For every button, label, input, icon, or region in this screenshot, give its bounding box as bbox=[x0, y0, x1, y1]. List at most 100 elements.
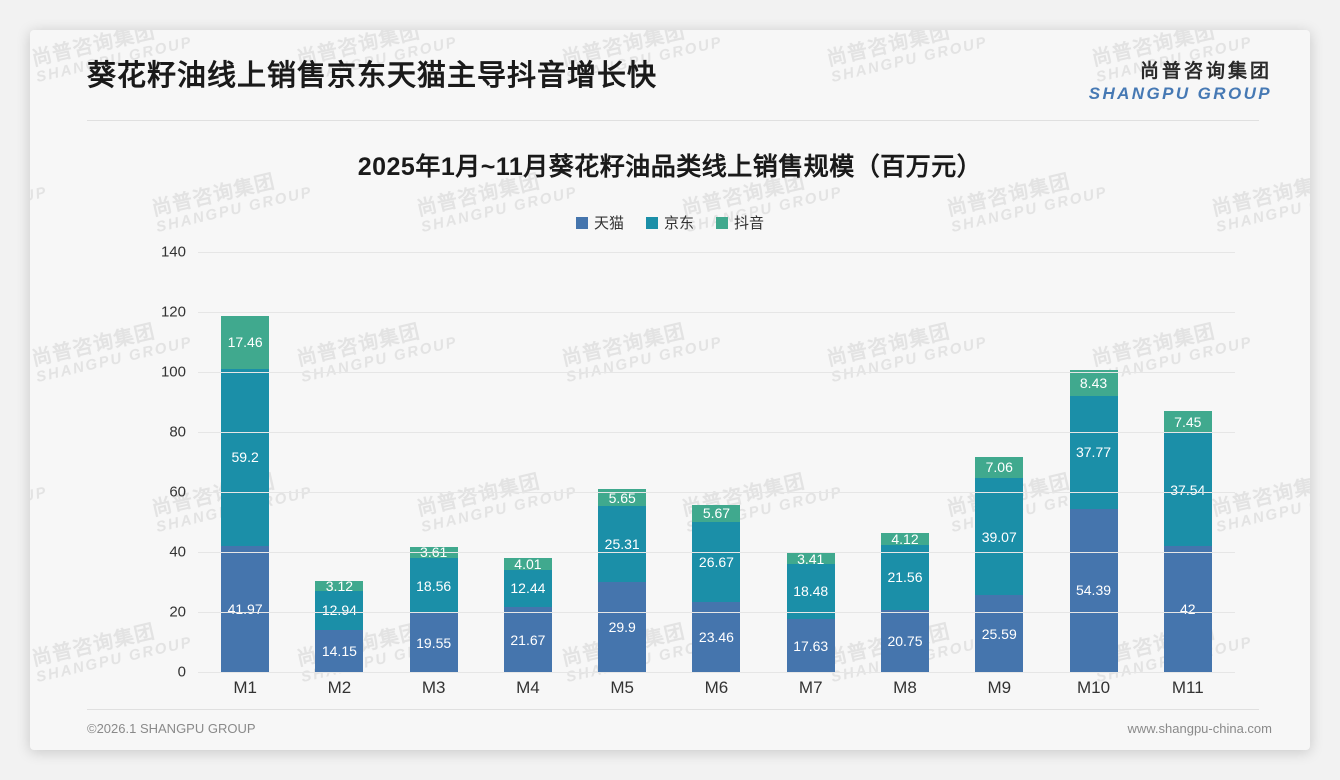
y-axis-tick-label: 40 bbox=[169, 543, 186, 561]
gridline: 100 bbox=[161, 364, 1235, 381]
bar-segment[interactable]: 5.65 bbox=[598, 489, 647, 507]
bar-value-label: 25.59 bbox=[981, 625, 1017, 642]
brand-logo-cn: 尚普咨询集团 bbox=[1139, 61, 1272, 82]
x-axis-tick-label: M7 bbox=[798, 678, 823, 697]
bar-segment[interactable]: 7.45 bbox=[1163, 411, 1212, 434]
x-axis-tick-label: M6 bbox=[704, 678, 729, 697]
bar-value-label: 23.46 bbox=[698, 628, 734, 645]
bar-stack-M5[interactable]: 5.65 25.31 29.9 bbox=[598, 252, 647, 672]
bar-segment[interactable]: 25.31 bbox=[598, 506, 647, 583]
bar-segment[interactable]: 18.48 bbox=[786, 563, 835, 620]
legend-item-1[interactable]: 京东 bbox=[645, 212, 694, 233]
bar-segment[interactable]: 29.9 bbox=[598, 582, 647, 672]
y-axis-tick-label: 140 bbox=[160, 243, 186, 261]
bar-value-label: 3.12 bbox=[325, 578, 354, 595]
bar-stack-M6[interactable]: 5.67 26.67 23.46 bbox=[692, 252, 741, 672]
bar-segment[interactable]: 7.06 bbox=[975, 456, 1024, 479]
gridline: 20 bbox=[169, 604, 1235, 621]
bar-segment[interactable]: 54.39 bbox=[1069, 508, 1118, 672]
bar-value-label: 37.54 bbox=[1170, 481, 1206, 498]
bar-segment[interactable]: 3.41 bbox=[786, 551, 835, 567]
bar-stack-M3[interactable]: 3.61 18.56 19.55 bbox=[409, 252, 458, 672]
bar-value-label: 41.97 bbox=[227, 601, 263, 618]
y-axis-tick-label: 0 bbox=[177, 663, 186, 681]
bar-value-label: 21.67 bbox=[510, 631, 546, 648]
bar-stack-M1[interactable]: 17.46 59.2 41.97 bbox=[221, 252, 270, 672]
bar-stack-M11[interactable]: 7.45 37.54 42 bbox=[1163, 252, 1212, 672]
header-divider bbox=[87, 120, 1259, 121]
x-axis-tick-label: M2 bbox=[327, 678, 352, 697]
x-axis-tick-label: M8 bbox=[893, 678, 917, 697]
bar-value-label: 39.07 bbox=[981, 528, 1017, 545]
bar-segment[interactable]: 3.12 bbox=[315, 578, 364, 594]
bar-segment[interactable]: 23.46 bbox=[692, 601, 741, 672]
bar-segment[interactable]: 19.55 bbox=[409, 613, 458, 672]
slide-card: 尚普咨询集团 SHANGPU GROUP 尚普咨询集团 SHANGPU GROUP 尚普… bbox=[30, 30, 1310, 750]
legend-swatch-icon bbox=[716, 216, 728, 229]
gridline: 0 bbox=[178, 664, 1235, 681]
bar-stack-M7[interactable]: 3.41 18.48 17.63 bbox=[786, 252, 835, 672]
bar-segment[interactable]: 26.67 bbox=[692, 521, 741, 602]
bar-stack-M2[interactable]: 3.12 12.94 14.15 bbox=[315, 252, 364, 672]
bar-stack-M8[interactable]: 4.12 21.56 20.75 bbox=[880, 252, 929, 672]
bar-value-label: 54.39 bbox=[1075, 582, 1112, 599]
page-title: 葵花籽油线上销售京东天猫主导抖音增长快 bbox=[87, 60, 658, 92]
chart-legend: 天猫 京东 抖音 bbox=[30, 212, 1310, 233]
legend-swatch-icon bbox=[645, 216, 658, 229]
x-axis-tick-label: M3 bbox=[421, 678, 446, 697]
bar-value-label: 3.41 bbox=[797, 550, 825, 567]
bar-segment[interactable]: 4.12 bbox=[880, 531, 929, 547]
legend-item-0[interactable]: 天猫 bbox=[575, 212, 624, 233]
bar-value-label: 29.9 bbox=[608, 619, 636, 636]
brand-logo: 尚普咨询集团 SHANGPU GROUP bbox=[1089, 56, 1272, 104]
x-axis-tick-label: M1 bbox=[233, 678, 257, 697]
bar-segment[interactable]: 42 bbox=[1163, 546, 1212, 672]
bar-value-label: 8.43 bbox=[1079, 374, 1108, 391]
bar-value-label: 59.2 bbox=[231, 449, 259, 466]
legend-item-2[interactable]: 抖音 bbox=[716, 212, 764, 233]
bar-stack-M9[interactable]: 7.06 39.07 25.59 bbox=[975, 252, 1024, 672]
bar-value-label: 7.45 bbox=[1174, 414, 1202, 431]
bar-segment[interactable]: 20.75 bbox=[880, 609, 929, 672]
bar-segment[interactable]: 21.56 bbox=[880, 545, 929, 610]
bar-group: 17.46 59.2 41.97 3.12 12.94 14.15 3.61 18.56 19.… bbox=[198, 252, 1235, 672]
x-axis-tick-label: M11 bbox=[1171, 678, 1204, 697]
bar-segment[interactable]: 17.63 bbox=[786, 619, 835, 672]
x-axis: M1 M2 M3 M4 M5 M6 M7 M8 M9 M10 M11 bbox=[198, 678, 1235, 708]
bar-segment[interactable]: 21.67 bbox=[503, 607, 552, 672]
bar-segment[interactable]: 4.01 bbox=[503, 556, 552, 572]
bar-segment[interactable]: 39.07 bbox=[975, 478, 1024, 596]
bar-value-label: 14.15 bbox=[321, 642, 357, 659]
bar-stack-M4[interactable]: 4.01 12.44 21.67 bbox=[503, 252, 552, 672]
y-axis-tick-label: 80 bbox=[169, 423, 186, 441]
gridline: 120 bbox=[161, 304, 1235, 321]
bar-value-label: 12.44 bbox=[510, 580, 546, 597]
x-axis-tick-label: M9 bbox=[987, 678, 1012, 697]
bar-stack-M10[interactable]: 8.43 37.77 54.39 bbox=[1069, 252, 1118, 672]
bar-segment[interactable]: 14.15 bbox=[315, 629, 364, 672]
footer-divider bbox=[87, 709, 1259, 710]
bar-value-label: 7.06 bbox=[985, 459, 1013, 476]
bar-segment[interactable]: 37.54 bbox=[1163, 433, 1212, 546]
gridline: 40 bbox=[169, 544, 1235, 561]
bar-segment[interactable]: 37.77 bbox=[1069, 395, 1118, 509]
bar-value-label: 5.67 bbox=[702, 505, 731, 522]
bar-segment[interactable]: 12.44 bbox=[503, 569, 552, 607]
y-axis-tick-label: 120 bbox=[160, 303, 186, 321]
brand-logo-en: SHANGPU GROUP bbox=[1088, 84, 1272, 103]
bar-segment[interactable]: 17.46 bbox=[221, 316, 270, 369]
bar-segment[interactable]: 8.43 bbox=[1069, 370, 1118, 396]
chart-plot-area: 17.46 59.2 41.97 3.12 12.94 14.15 3.61 18.56 19.… bbox=[161, 244, 1235, 681]
bar-segment[interactable]: 41.97 bbox=[221, 546, 270, 672]
bar-value-label: 12.94 bbox=[321, 602, 357, 619]
bar-segment[interactable]: 18.56 bbox=[409, 557, 458, 614]
footer-website: www.shangpu-china.com bbox=[1127, 721, 1272, 736]
bar-segment[interactable]: 12.94 bbox=[315, 590, 364, 630]
bar-segment[interactable]: 59.2 bbox=[221, 368, 270, 547]
bar-segment[interactable]: 25.59 bbox=[975, 595, 1024, 672]
bar-value-label: 37.77 bbox=[1075, 444, 1112, 461]
bar-segment[interactable]: 5.67 bbox=[692, 504, 741, 522]
bar-value-label: 19.55 bbox=[416, 634, 452, 651]
y-axis-tick-label: 60 bbox=[169, 483, 186, 501]
